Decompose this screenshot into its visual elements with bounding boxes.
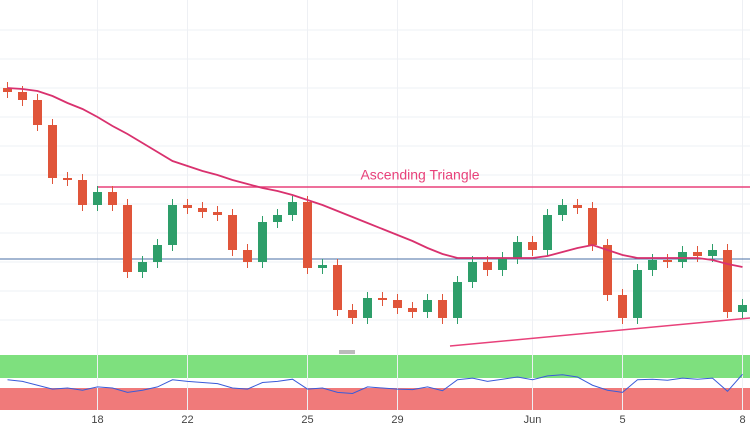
moving-average <box>7 87 743 268</box>
candle-body <box>78 180 87 205</box>
candle-body <box>213 212 222 215</box>
candle-body <box>273 215 282 222</box>
candle-body <box>108 192 117 205</box>
candle-body <box>438 300 447 318</box>
candle-body <box>33 100 42 125</box>
annotation: Ascending Triangle <box>360 167 479 183</box>
candle-body <box>243 250 252 262</box>
candle-body <box>198 208 207 212</box>
candle-body <box>378 298 387 300</box>
candle-body <box>318 265 327 268</box>
x-tick-label: 29 <box>391 414 403 426</box>
candle-body <box>708 250 717 256</box>
candle-body <box>423 300 432 312</box>
candle-body <box>528 242 537 250</box>
candle-body <box>303 202 312 268</box>
candle-body <box>168 205 177 245</box>
candle-body <box>153 245 162 262</box>
candle-body <box>543 215 552 250</box>
candle-body <box>63 178 72 180</box>
candle-body <box>48 125 57 178</box>
candle-body <box>228 215 237 250</box>
x-tick-label: Jun <box>524 414 542 426</box>
candle-body <box>363 298 372 318</box>
candle-body <box>723 250 732 312</box>
candle-body <box>588 208 597 245</box>
candle-body <box>138 262 147 272</box>
candle-body <box>603 245 612 295</box>
candle-body <box>3 88 12 92</box>
candle-body <box>348 310 357 318</box>
x-tick-label: 8 <box>739 414 745 426</box>
candle-body <box>573 205 582 208</box>
candle-body <box>18 92 27 100</box>
rsi-line <box>7 373 743 395</box>
candle-body <box>258 222 267 262</box>
rsi-overbought-band <box>0 355 750 378</box>
candle-body <box>393 300 402 308</box>
candle-body <box>468 262 477 282</box>
rsi-oversold-band <box>0 388 750 410</box>
candle-body <box>93 192 102 205</box>
candle-body <box>678 252 687 262</box>
candle-body <box>498 258 507 270</box>
candle-body <box>633 270 642 318</box>
candle-body <box>618 295 627 318</box>
candle-body <box>333 265 342 310</box>
candle-body <box>453 282 462 318</box>
support-line <box>449 317 750 347</box>
candle-body <box>408 308 417 312</box>
candle-body <box>693 252 702 256</box>
candle-body <box>288 202 297 215</box>
pane-handle <box>339 350 355 354</box>
x-tick-label: 5 <box>619 414 625 426</box>
x-tick-label: 18 <box>91 414 103 426</box>
candle-body <box>513 242 522 258</box>
candle-body <box>558 205 567 215</box>
candle-body <box>738 305 747 312</box>
candle-body <box>663 260 672 262</box>
candle-body <box>483 262 492 270</box>
x-tick-label: 25 <box>301 414 313 426</box>
candle-body <box>123 205 132 272</box>
candle-body <box>183 205 192 208</box>
candle-body <box>648 260 657 270</box>
x-tick-label: 22 <box>181 414 193 426</box>
